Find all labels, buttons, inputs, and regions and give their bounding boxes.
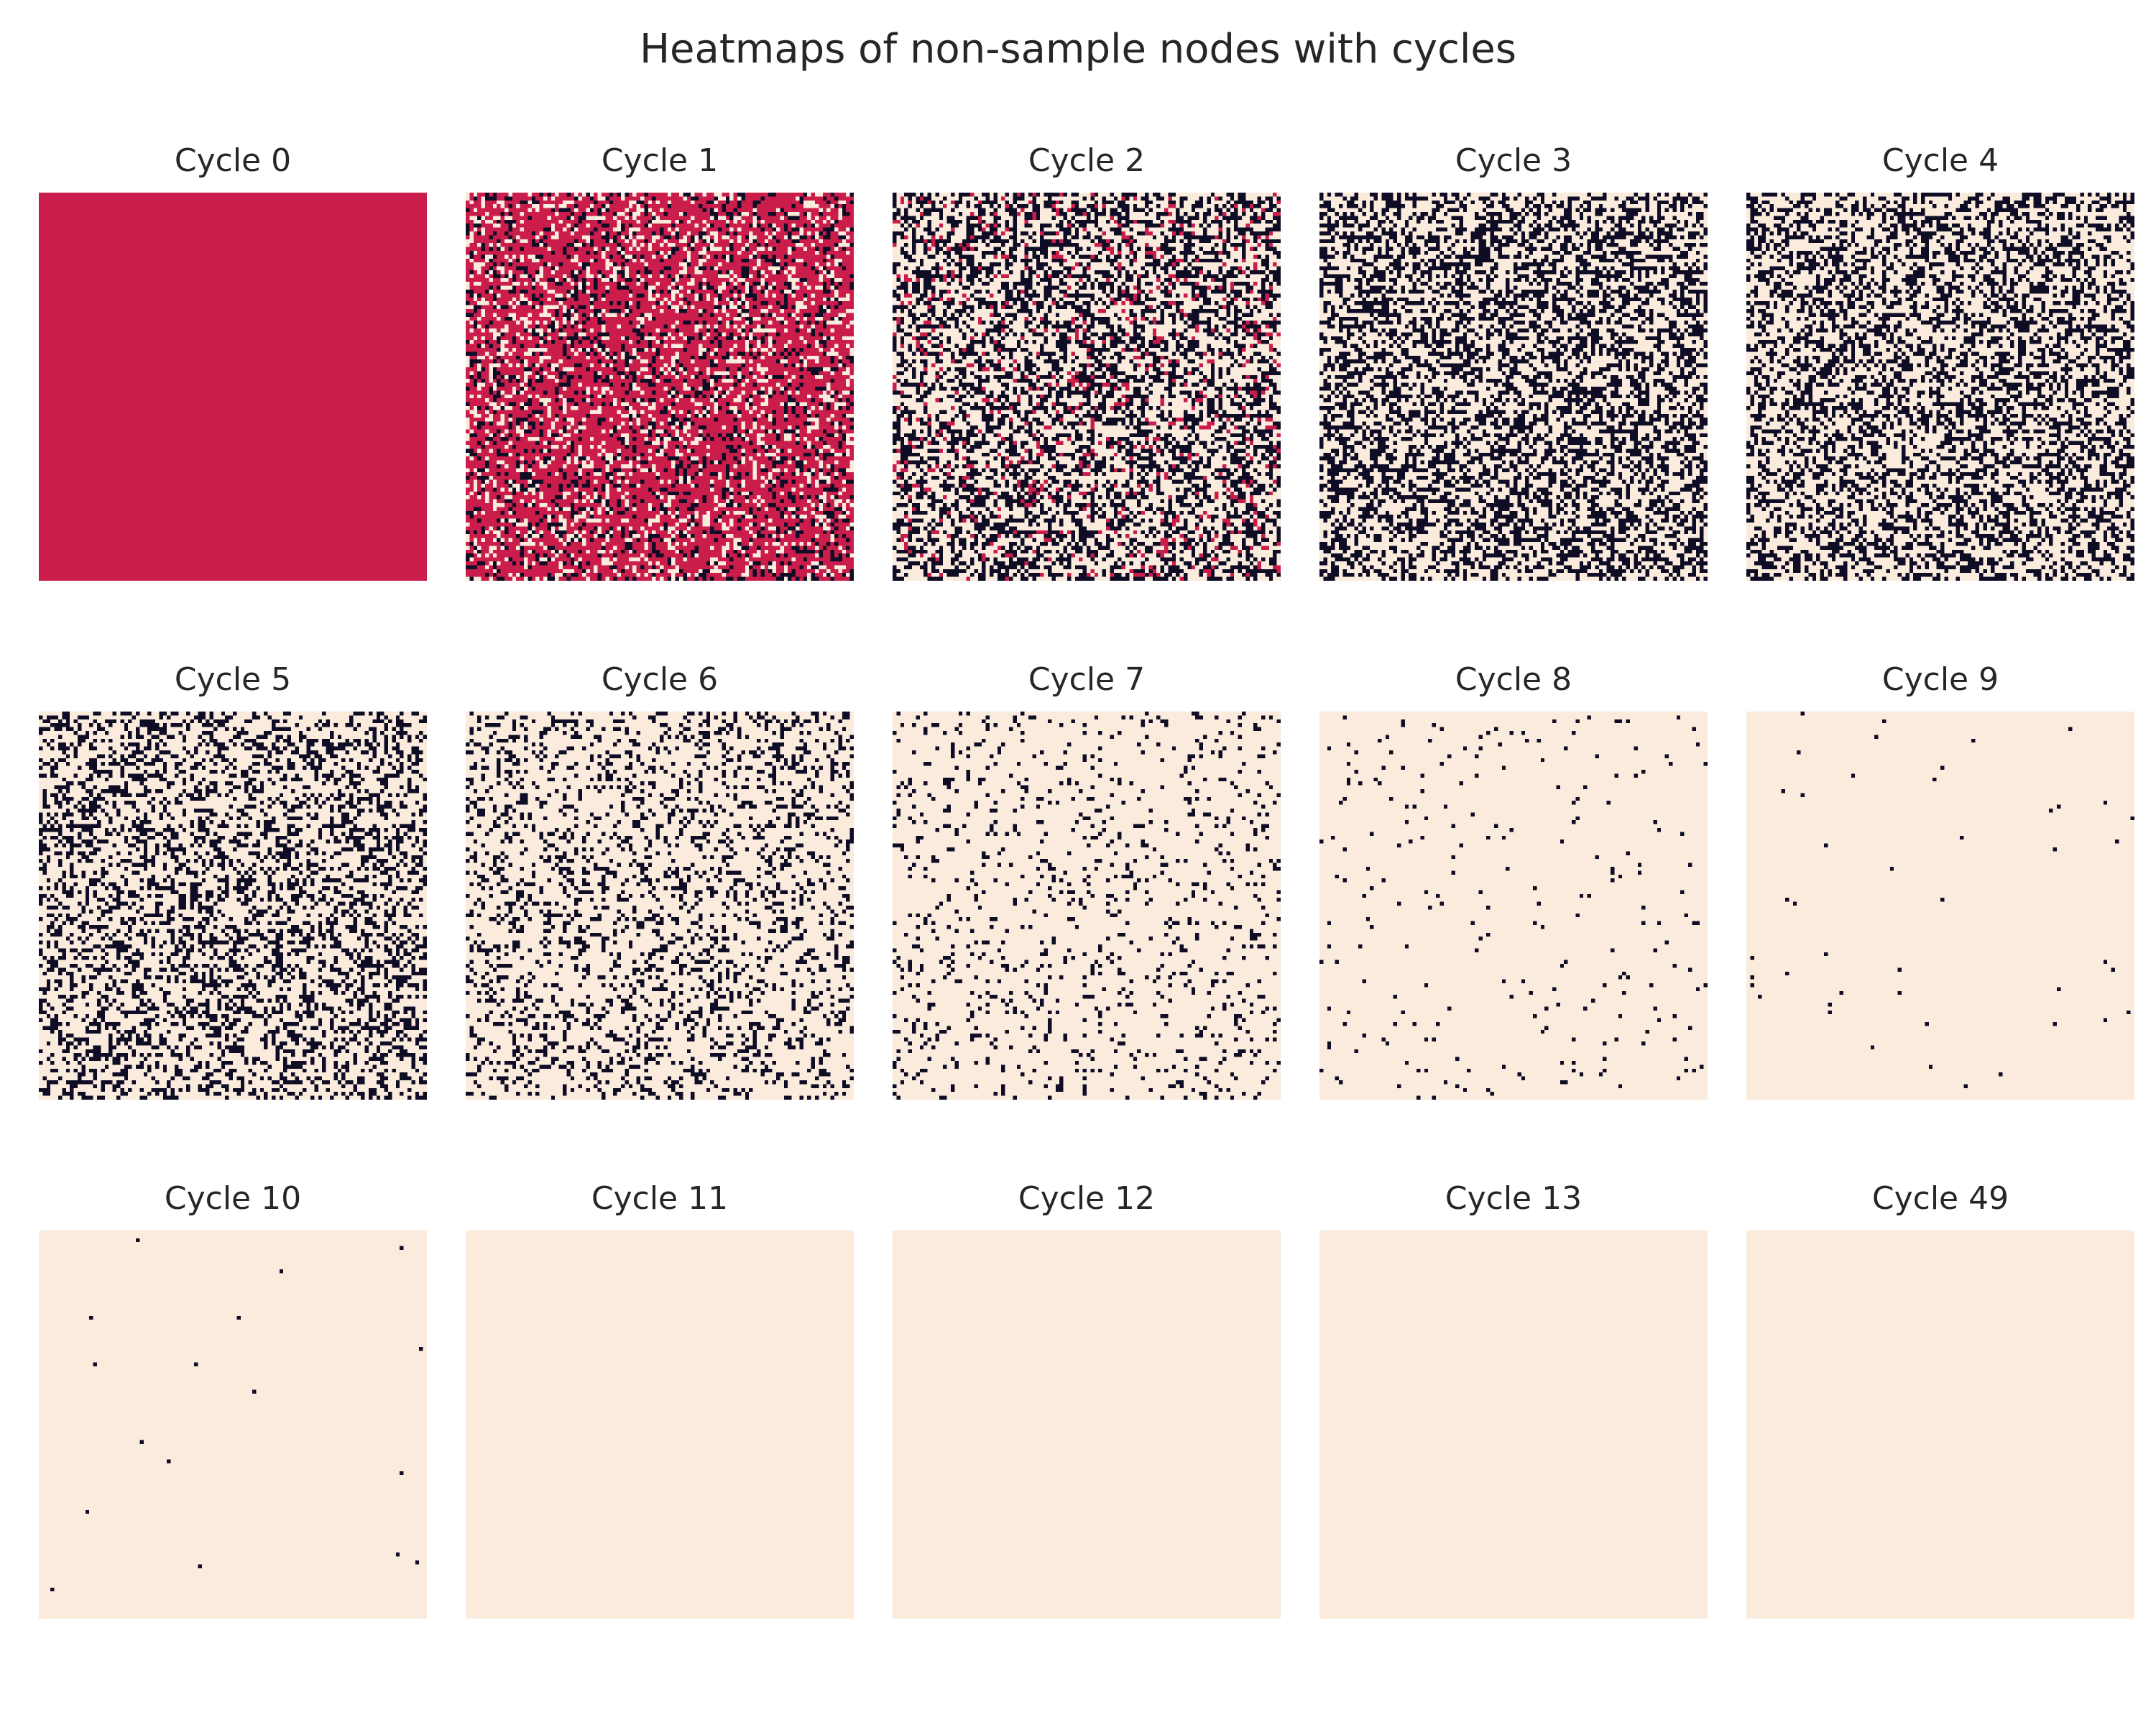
heatmap-grid <box>893 193 1281 581</box>
panel-title: Cycle 1 <box>601 142 719 179</box>
panel-title: Cycle 7 <box>1028 661 1146 698</box>
heatmap-panel: Cycle 6 <box>466 658 854 1100</box>
heatmap-grid <box>39 712 427 1100</box>
heatmap-grid <box>466 193 854 581</box>
panel-title: Cycle 5 <box>174 661 292 698</box>
heatmap-panel: Cycle 49 <box>1746 1177 2134 1619</box>
panel-title: Cycle 9 <box>1881 661 1999 698</box>
panel-title: Cycle 8 <box>1455 661 1572 698</box>
panel-title: Cycle 0 <box>174 142 292 179</box>
heatmap-panel: Cycle 0 <box>39 139 427 581</box>
heatmap-grid <box>466 712 854 1100</box>
heatmap-grid <box>1746 712 2134 1100</box>
heatmap-panel: Cycle 2 <box>893 139 1281 581</box>
heatmap-grid <box>39 1230 427 1619</box>
heatmap-panel: Cycle 10 <box>39 1177 427 1619</box>
heatmap-panel: Cycle 8 <box>1319 658 1708 1100</box>
panel-title: Cycle 3 <box>1455 142 1572 179</box>
heatmap-panel: Cycle 5 <box>39 658 427 1100</box>
panel-title: Cycle 10 <box>164 1180 302 1217</box>
heatmap-grid <box>1319 712 1708 1100</box>
chart-title: Heatmaps of non-sample nodes with cycles <box>639 26 1517 73</box>
panel-title: Cycle 2 <box>1028 142 1146 179</box>
heatmap-panel: Cycle 11 <box>466 1177 854 1619</box>
heatmap-grid <box>893 712 1281 1100</box>
panel-title: Cycle 6 <box>601 661 719 698</box>
panel-title: Cycle 12 <box>1018 1180 1156 1217</box>
panel-title: Cycle 49 <box>1871 1180 2009 1217</box>
heatmap-grid <box>466 1230 854 1619</box>
heatmap-grid <box>1319 1230 1708 1619</box>
heatmap-panel: Cycle 9 <box>1746 658 2134 1100</box>
heatmap-grid <box>39 193 427 581</box>
heatmap-grid <box>893 1230 1281 1619</box>
heatmap-panel: Cycle 7 <box>893 658 1281 1100</box>
heatmap-panel: Cycle 1 <box>466 139 854 581</box>
heatmap-grid <box>1746 1230 2134 1619</box>
panel-title: Cycle 4 <box>1881 142 1999 179</box>
heatmap-panel: Cycle 4 <box>1746 139 2134 581</box>
panel-title: Cycle 11 <box>591 1180 729 1217</box>
heatmap-panel: Cycle 12 <box>893 1177 1281 1619</box>
heatmap-grid <box>1319 193 1708 581</box>
panel-title: Cycle 13 <box>1445 1180 1583 1217</box>
heatmap-panel: Cycle 3 <box>1319 139 1708 581</box>
heatmap-panel: Cycle 13 <box>1319 1177 1708 1619</box>
heatmap-grid <box>1746 193 2134 581</box>
